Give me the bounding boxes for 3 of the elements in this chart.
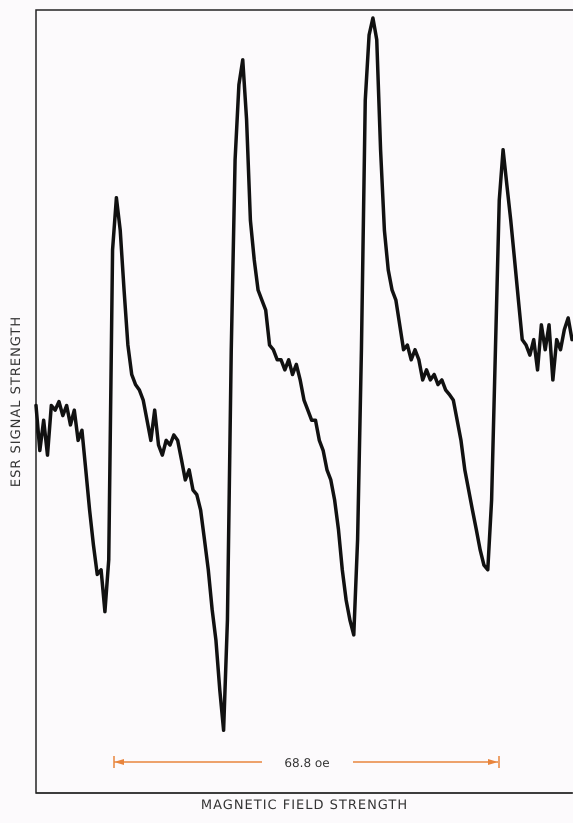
- x-axis-title: MAGNETIC FIELD STRENGTH: [200, 798, 408, 813]
- y-axis-title: ESR SIGNAL STRENGTH: [9, 316, 24, 488]
- annotation: 68.8 oe: [284, 756, 330, 770]
